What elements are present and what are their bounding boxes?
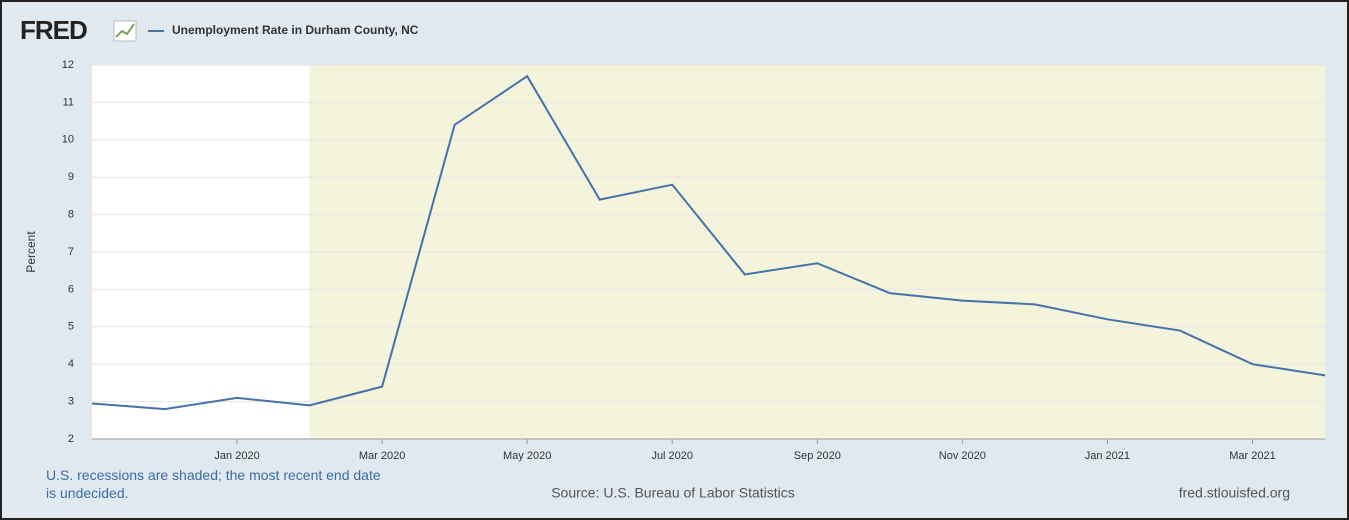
y-tick-label: 4	[68, 358, 74, 370]
x-tick-label: Mar 2021	[1229, 450, 1275, 462]
x-tick-label: May 2020	[503, 450, 551, 462]
y-tick-label: 2	[68, 433, 74, 445]
y-tick-label: 10	[62, 134, 74, 146]
x-tick-label: Jan 2021	[1085, 450, 1130, 462]
y-tick-label: 6	[68, 283, 74, 295]
x-tick-label: Nov 2020	[939, 450, 986, 462]
legend-label: Unemployment Rate in Durham County, NC	[172, 23, 419, 37]
x-tick-label: Jul 2020	[651, 450, 693, 462]
y-tick-label: 7	[68, 246, 74, 258]
recession-note: U.S. recessions are shaded; the most rec…	[46, 467, 381, 501]
y-axis-label: Percent	[24, 231, 38, 273]
y-tick-label: 3	[68, 396, 74, 408]
site: fred.stlouisfed.org	[1179, 485, 1290, 501]
source: Source: U.S. Bureau of Labor Statistics	[551, 485, 795, 501]
logo-icon	[113, 20, 137, 42]
x-tick-label: Jan 2020	[214, 450, 259, 462]
x-tick-label: Mar 2020	[359, 450, 405, 462]
y-tick-label: 11	[63, 96, 74, 108]
y-tick-label: 5	[68, 321, 74, 333]
y-tick-label: 8	[68, 209, 74, 221]
x-tick-label: Sep 2020	[794, 450, 841, 462]
logo: FRED	[20, 15, 87, 45]
y-tick-label: 12	[62, 59, 74, 71]
y-tick-label: 9	[68, 171, 74, 183]
series-line	[91, 74, 1326, 411]
